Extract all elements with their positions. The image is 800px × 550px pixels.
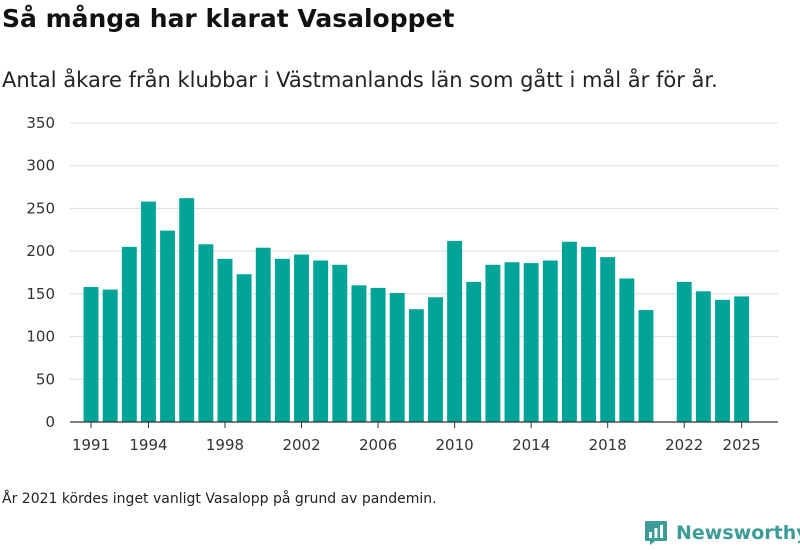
bar-2017 xyxy=(581,246,597,422)
bar-2024 xyxy=(715,299,730,422)
bar-1995 xyxy=(160,230,176,422)
bar-2023 xyxy=(695,291,711,422)
x-tick-label: 1994 xyxy=(129,436,167,454)
bar-2006 xyxy=(370,287,386,422)
bar-chart: 0 50 100 150 200 250 300 350 1991 1994 1998 2002 200… xyxy=(26,114,778,454)
bar-2005 xyxy=(351,285,367,422)
footnote: År 2021 kördes inget vanligt Vasalopp på… xyxy=(2,491,437,507)
bar-1996 xyxy=(179,198,195,422)
y-tick-label: 50 xyxy=(36,370,55,388)
x-tick-label: 2002 xyxy=(282,436,320,454)
bar-2016 xyxy=(561,241,577,422)
bar-2012 xyxy=(485,264,501,422)
bar-2003 xyxy=(313,260,329,422)
newsworthy-logo-icon xyxy=(645,521,667,545)
y-tick-label: 150 xyxy=(26,285,55,303)
bar-1991 xyxy=(83,287,99,422)
bar-2000 xyxy=(255,247,271,422)
bar-2010 xyxy=(447,240,463,422)
bar-2008 xyxy=(408,309,424,422)
bar-2009 xyxy=(428,297,443,422)
bar-1999 xyxy=(236,274,252,422)
x-tick-label: 2006 xyxy=(359,436,397,454)
x-tick-label: 2025 xyxy=(723,436,761,454)
bar-2025 xyxy=(734,296,750,422)
y-tick-label: 100 xyxy=(26,328,55,346)
bar-1992 xyxy=(102,289,118,422)
x-tick-label: 1998 xyxy=(206,436,244,454)
brand-name: Newsworthy xyxy=(676,522,800,544)
y-tick-label: 250 xyxy=(26,199,55,217)
chart-title: Så många har klarat Vasaloppet xyxy=(2,4,455,33)
x-tick-label: 2018 xyxy=(589,436,627,454)
x-tick-label: 2014 xyxy=(512,436,550,454)
bars xyxy=(83,198,750,422)
y-tick-label: 200 xyxy=(26,242,55,260)
bar-2013 xyxy=(504,262,520,422)
bar-1998 xyxy=(217,258,233,422)
bar-2007 xyxy=(389,293,405,422)
x-tick-label: 2022 xyxy=(665,436,703,454)
gridlines xyxy=(70,122,778,380)
bar-2019 xyxy=(619,278,635,422)
bar-1993 xyxy=(121,246,137,422)
x-tick-label: 1991 xyxy=(72,436,110,454)
bar-2022 xyxy=(676,281,692,422)
bar-2018 xyxy=(600,257,616,422)
bar-1997 xyxy=(198,244,214,422)
chart-subtitle: Antal åkare från klubbar i Västmanlands … xyxy=(2,68,718,92)
bar-2001 xyxy=(274,258,290,422)
bar-2004 xyxy=(332,264,348,422)
bar-1994 xyxy=(140,201,156,422)
axes: 0 50 100 150 200 250 300 350 1991 1994 1998 2002 200… xyxy=(26,114,778,454)
y-tick-label: 300 xyxy=(26,157,55,175)
bar-2020 xyxy=(638,310,654,422)
y-tick-label: 0 xyxy=(45,413,55,431)
y-tick-label: 350 xyxy=(26,114,55,132)
bar-2002 xyxy=(294,254,309,422)
x-tick-label: 2010 xyxy=(436,436,474,454)
brand-logo: Newsworthy xyxy=(644,519,800,547)
bar-2015 xyxy=(542,260,558,422)
bar-2014 xyxy=(523,263,539,422)
bar-2011 xyxy=(466,281,482,422)
